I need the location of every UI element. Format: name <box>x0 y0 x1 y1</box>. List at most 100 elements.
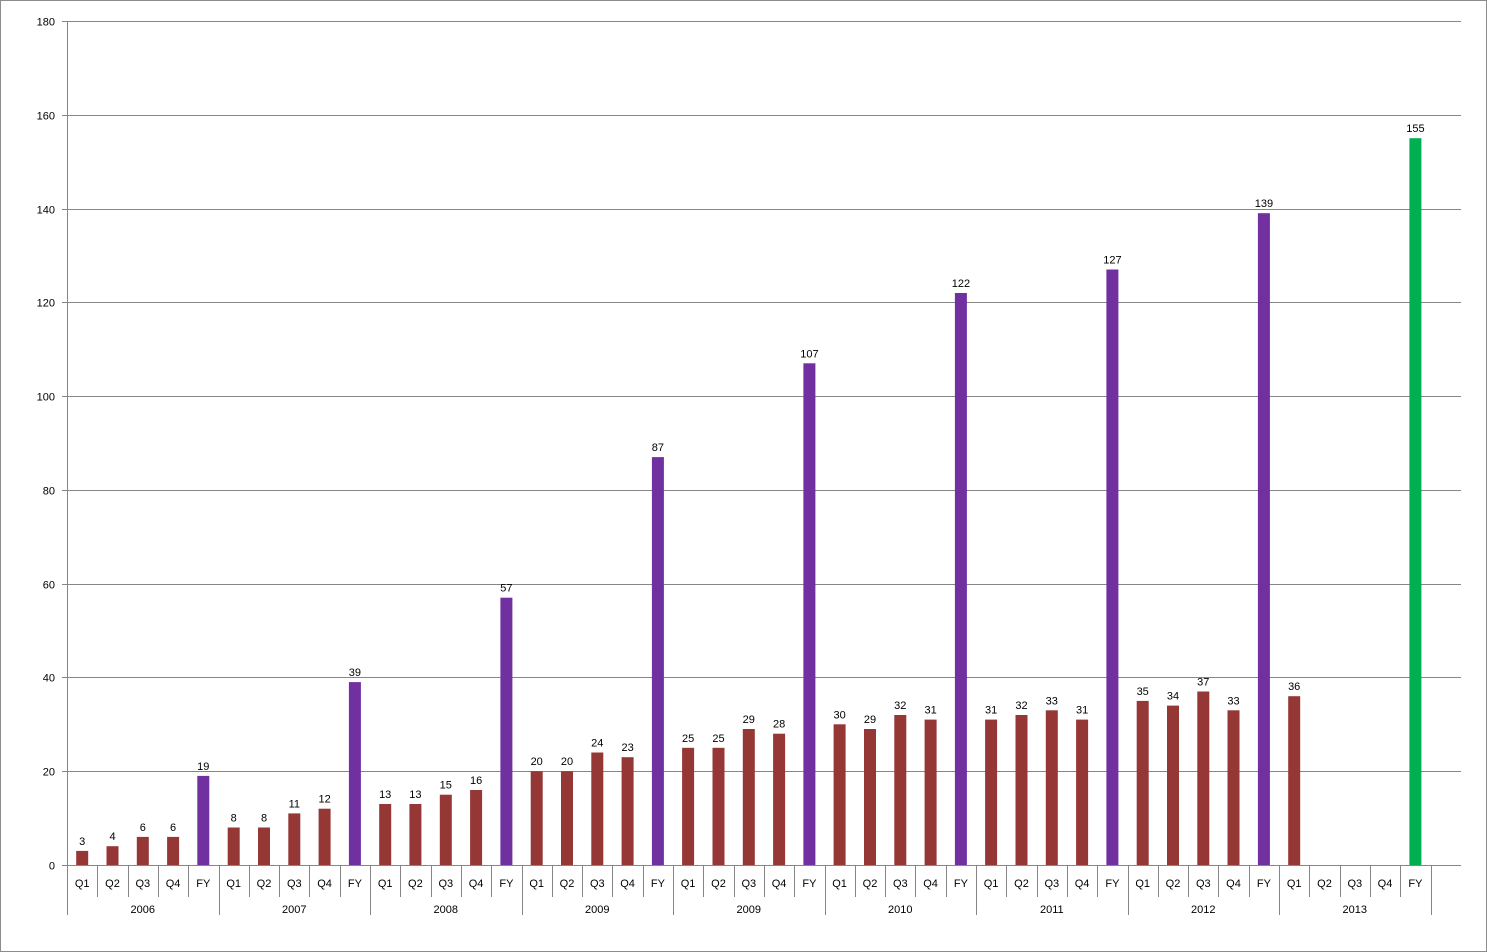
y-tick-label: 20 <box>43 767 55 779</box>
data-label: 35 <box>1137 686 1149 698</box>
data-label: 24 <box>591 738 603 750</box>
data-label: 31 <box>924 705 936 717</box>
data-label: 30 <box>833 709 845 721</box>
data-label: 31 <box>985 705 997 717</box>
x-category-label: Q1 <box>984 878 999 890</box>
x-category-label: Q3 <box>590 878 605 890</box>
x-group-label: 2009 <box>737 904 761 916</box>
data-label: 4 <box>109 831 115 843</box>
data-label: 155 <box>1406 123 1424 135</box>
quarter-bar <box>894 715 907 865</box>
y-tick-label: 60 <box>43 580 55 592</box>
bars <box>76 138 1422 865</box>
x-group-label: 2010 <box>888 904 912 916</box>
x-category-label: FY <box>1257 878 1272 890</box>
x-category-label: Q1 <box>832 878 847 890</box>
data-label: 31 <box>1076 705 1088 717</box>
quarter-bar <box>1227 710 1240 865</box>
y-tick-label: 180 <box>37 17 55 29</box>
quarter-bar <box>621 757 634 865</box>
data-label: 16 <box>470 775 482 787</box>
data-label: 3 <box>79 836 85 848</box>
quarter-bar <box>682 747 695 865</box>
fy-bar <box>1409 138 1422 865</box>
x-category-label: Q3 <box>135 878 150 890</box>
quarter-bar <box>379 804 392 865</box>
x-category-label: Q3 <box>1196 878 1211 890</box>
x-axis: Q1 Q2 Q3 Q4 FY 2006 Q1 Q2 Q3 Q4 FY 2007 Q1 Q2 Q3 Q4 FY 20… <box>67 21 1461 916</box>
data-label: 107 <box>800 348 818 360</box>
x-category-label: Q4 <box>166 878 181 890</box>
data-label: 19 <box>197 761 209 773</box>
data-label: 13 <box>409 789 421 801</box>
data-label: 36 <box>1288 681 1300 693</box>
x-category-label: FY <box>499 878 514 890</box>
quarter-bar <box>924 719 937 865</box>
quarter-bar <box>1045 710 1058 865</box>
quarter-bar <box>530 771 543 865</box>
y-tick-label: 40 <box>43 673 55 685</box>
x-category-label: Q3 <box>1347 878 1362 890</box>
quarter-bar <box>1015 715 1028 865</box>
quarter-bar <box>409 804 422 865</box>
x-category-label: Q1 <box>529 878 544 890</box>
data-label: 20 <box>531 756 543 768</box>
quarter-bar <box>773 733 786 865</box>
x-category-label: FY <box>802 878 817 890</box>
x-group-label: 2007 <box>282 904 306 916</box>
x-group-label: 2008 <box>434 904 458 916</box>
x-category-label: Q4 <box>1378 878 1393 890</box>
data-label: 6 <box>170 822 176 834</box>
quarter-bar <box>439 794 452 865</box>
x-category-label: Q2 <box>863 878 878 890</box>
x-category-label: Q3 <box>893 878 908 890</box>
quarter-bar <box>864 729 876 865</box>
data-label: 8 <box>261 813 267 825</box>
quarter-bar <box>1197 691 1210 865</box>
x-group-label: 2011 <box>1040 904 1064 916</box>
quarter-bar <box>167 836 180 865</box>
fy-bar <box>500 597 513 865</box>
y-axis-tick-labels: 0 20 40 60 80 100 120 140 160 180 <box>37 17 55 873</box>
x-category-label: Q3 <box>438 878 453 890</box>
y-tick-label: 0 <box>49 861 55 873</box>
x-category-label: FY <box>954 878 969 890</box>
x-category-label: Q4 <box>772 878 787 890</box>
quarter-bar <box>318 808 331 865</box>
x-category-label: Q3 <box>1044 878 1059 890</box>
x-category-label: Q1 <box>681 878 696 890</box>
x-category-label: Q1 <box>226 878 241 890</box>
quarter-bar <box>742 729 755 865</box>
x-group-label: 2009 <box>585 904 609 916</box>
quarter-bar <box>833 724 846 865</box>
x-category-label: FY <box>348 878 363 890</box>
quarter-bar <box>1288 696 1301 865</box>
x-category-label: Q4 <box>1226 878 1241 890</box>
data-label: 34 <box>1167 691 1179 703</box>
quarter-bar <box>712 747 725 865</box>
x-category-label: Q2 <box>408 878 423 890</box>
data-label: 11 <box>289 798 300 810</box>
x-category-label: Q3 <box>287 878 302 890</box>
data-label: 32 <box>1015 700 1027 712</box>
y-tick-label: 80 <box>43 486 55 498</box>
data-label: 37 <box>1197 677 1209 689</box>
x-category-label: FY <box>196 878 211 890</box>
x-category-label: Q3 <box>741 878 756 890</box>
x-group-label: 2013 <box>1343 904 1367 916</box>
data-label: 29 <box>864 714 876 726</box>
data-label: 25 <box>712 733 724 745</box>
x-category-label: Q4 <box>1075 878 1090 890</box>
data-label: 33 <box>1227 695 1239 707</box>
quarter-bar <box>1167 705 1179 865</box>
data-label: 127 <box>1103 255 1121 267</box>
data-label: 39 <box>349 667 361 679</box>
x-category-label: Q1 <box>1287 878 1302 890</box>
data-label: 25 <box>682 733 694 745</box>
x-category-label: Q4 <box>469 878 484 890</box>
fy-bar <box>803 363 816 865</box>
quarter-bar <box>561 771 573 865</box>
data-label: 33 <box>1046 695 1058 707</box>
